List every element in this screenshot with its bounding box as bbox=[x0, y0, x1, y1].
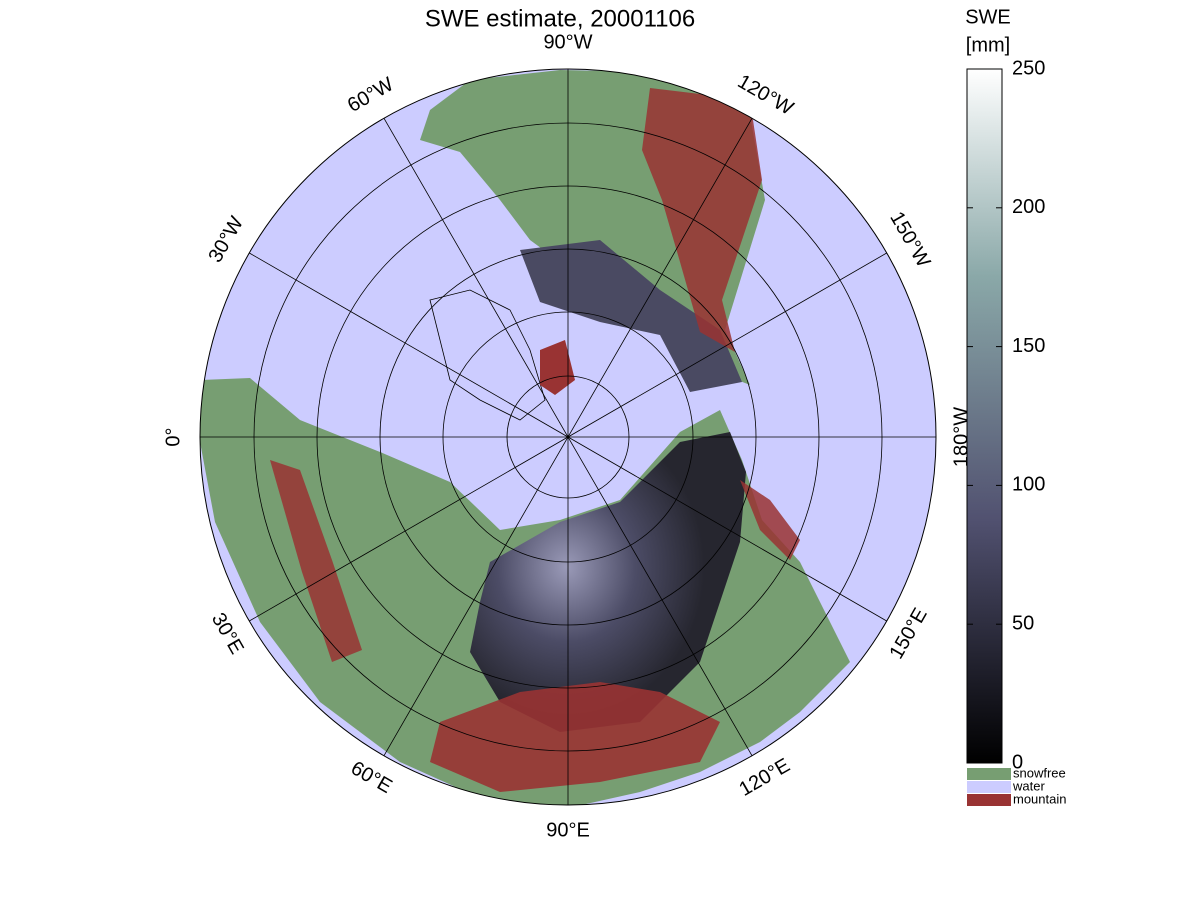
longitude-label: 60°E bbox=[347, 757, 396, 798]
snow-eurasia bbox=[470, 432, 746, 732]
greenland bbox=[429, 289, 546, 421]
colorbar-ramp bbox=[966, 68, 1003, 764]
mountain-east-asia bbox=[740, 480, 800, 560]
longitude-label: 0° bbox=[162, 427, 184, 446]
colorbar-tick-label: 0 bbox=[1012, 751, 1023, 773]
meridian bbox=[383, 118, 753, 756]
longitude-label: 150°W bbox=[885, 208, 934, 271]
colorbar-tick-label: 250 bbox=[1012, 57, 1045, 79]
longitude-label: 150°E bbox=[885, 604, 931, 662]
colorbar-tick-label: 200 bbox=[1012, 196, 1045, 218]
legend-swatch bbox=[967, 781, 1011, 793]
legend-label: snowfree bbox=[1013, 765, 1066, 780]
mountain-central-asia bbox=[430, 682, 720, 792]
colorbar-tick-label: 50 bbox=[1012, 612, 1034, 634]
colorbar: SWE [mm] 0 50 100 150 200 250 snowfreewatermou… bbox=[965, 6, 1066, 806]
colorbar-unit: [mm] bbox=[966, 34, 1010, 56]
legend-label: mountain bbox=[1013, 791, 1066, 806]
longitude-label: 60°W bbox=[344, 73, 398, 117]
longitude-label: 120°E bbox=[735, 754, 793, 800]
colorbar-tick-label: 150 bbox=[1012, 335, 1045, 357]
mountain-greenland bbox=[540, 340, 575, 395]
longitude-label: 30°W bbox=[204, 213, 248, 267]
legend-label: water bbox=[1012, 778, 1045, 793]
longitude-label: 90°E bbox=[546, 819, 590, 841]
legend-swatch bbox=[967, 768, 1011, 780]
snow-north-america bbox=[520, 240, 742, 392]
longitude-label: 90°W bbox=[543, 31, 592, 53]
mountain-europe bbox=[270, 460, 362, 662]
longitude-label: 30°E bbox=[207, 609, 248, 658]
map bbox=[200, 69, 936, 805]
longitude-label: 120°W bbox=[734, 71, 797, 120]
meridians bbox=[200, 69, 936, 805]
map-title: SWE estimate, 20001106 bbox=[425, 5, 695, 32]
legend-swatch bbox=[967, 794, 1011, 806]
mountain-north-america bbox=[642, 88, 762, 352]
colorbar-label: SWE bbox=[965, 6, 1011, 28]
colorbar-tick-label: 100 bbox=[1012, 474, 1045, 496]
